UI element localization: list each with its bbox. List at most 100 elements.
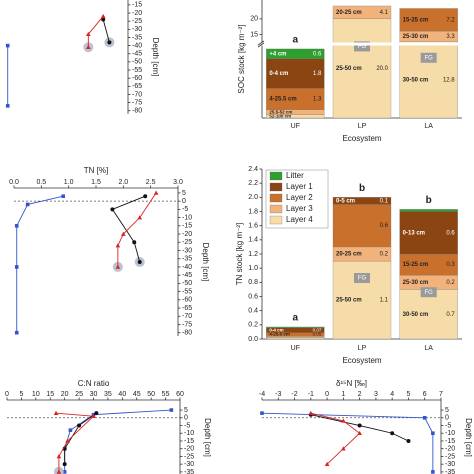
y-tick-label: -80 bbox=[182, 330, 192, 337]
x-tick-label: LP bbox=[358, 345, 367, 352]
segment-label: 15-25 cm bbox=[403, 17, 429, 23]
legend-swatch bbox=[269, 171, 283, 181]
segment-label: 25.5-52 cm bbox=[269, 109, 292, 114]
x-tick-label: 0 bbox=[325, 391, 329, 398]
y-tick-label: -30 bbox=[445, 461, 455, 468]
marker bbox=[153, 190, 159, 195]
bar-segment bbox=[399, 289, 458, 340]
x-tick-label: 35 bbox=[104, 391, 112, 398]
segment-value: 12.8 bbox=[443, 77, 455, 83]
marker bbox=[14, 330, 19, 335]
y-tick-label: -40 bbox=[132, 42, 142, 49]
x-tick-label: 0.5 bbox=[36, 179, 46, 186]
segment-label: 20-25 cm bbox=[336, 10, 362, 16]
bar-segment bbox=[266, 48, 325, 59]
y-tick-label: -15 bbox=[132, 2, 142, 9]
segment-label: 20-25 cm bbox=[336, 252, 362, 258]
x-tick-label: 1.0 bbox=[64, 179, 74, 186]
bar-segment bbox=[332, 204, 392, 248]
y-tick-label: -25 bbox=[182, 239, 192, 246]
segment-value: 0.6 bbox=[313, 51, 322, 57]
marker bbox=[62, 462, 67, 467]
segment-value: 1.3 bbox=[313, 97, 322, 103]
x-tick-label: 5 bbox=[19, 391, 23, 398]
x-tick-label: 7 bbox=[439, 391, 443, 398]
profile-line bbox=[55, 412, 95, 472]
x-tick-label: -1 bbox=[308, 391, 314, 398]
marker bbox=[5, 43, 10, 48]
legend-swatch bbox=[269, 182, 283, 192]
marker bbox=[101, 17, 106, 22]
segment-value: 1.1 bbox=[380, 298, 389, 304]
profile-line bbox=[102, 19, 110, 43]
profile-line bbox=[310, 414, 409, 442]
x-tick-label: 45 bbox=[133, 391, 141, 398]
segment-label: 25-30 cm bbox=[403, 34, 429, 40]
marker bbox=[169, 408, 174, 412]
segment-value: 0.6 bbox=[446, 230, 455, 236]
bar-segment bbox=[399, 8, 458, 32]
x-tick-label: 0 bbox=[5, 391, 9, 398]
y-tick-label: -60 bbox=[132, 75, 142, 82]
bar-segment bbox=[399, 209, 458, 212]
y-tick-label: -25 bbox=[184, 453, 194, 460]
y-tick-label: -5 bbox=[445, 422, 451, 429]
marker bbox=[390, 431, 395, 436]
marker bbox=[341, 446, 346, 451]
marker bbox=[107, 40, 112, 45]
legend-label: Layer 4 bbox=[286, 215, 313, 224]
y-tick-label: 0.4 bbox=[248, 308, 258, 315]
x-tick-label: 15 bbox=[46, 391, 54, 398]
y-tick-label: 1.8 bbox=[248, 208, 258, 215]
segment-label: 0-5 cm bbox=[336, 198, 355, 204]
marker bbox=[115, 264, 121, 269]
y-tick-label: -10 bbox=[184, 430, 194, 437]
marker bbox=[110, 207, 115, 212]
segment-value: 0.3 bbox=[446, 262, 455, 268]
significance-letter: b bbox=[359, 183, 365, 194]
y-tick-label: 1.6 bbox=[248, 223, 258, 230]
y-tick-label: 0.0 bbox=[248, 336, 258, 343]
y-tick-label: -15 bbox=[184, 438, 194, 445]
marker bbox=[137, 215, 143, 220]
fg-label: FG bbox=[424, 290, 433, 296]
bar-segment bbox=[266, 337, 325, 340]
significance-letter: b bbox=[426, 195, 432, 206]
y-tick-label: -35 bbox=[132, 34, 142, 41]
marker bbox=[431, 470, 435, 474]
segment-value: 0.05 bbox=[313, 332, 322, 337]
y-tick-label: -45 bbox=[132, 51, 142, 58]
marker bbox=[14, 224, 19, 228]
fg-box bbox=[354, 41, 370, 52]
marker bbox=[91, 413, 96, 419]
x-tick-label: 6 bbox=[423, 391, 427, 398]
marker bbox=[61, 194, 65, 199]
y-tick-label: 5 bbox=[182, 190, 186, 197]
profile-line bbox=[310, 412, 361, 465]
y-tick-label: -30 bbox=[184, 461, 194, 468]
marker bbox=[100, 13, 106, 19]
bar-segment bbox=[332, 5, 392, 20]
segment-value: 0.7 bbox=[446, 312, 455, 318]
y-tick-label: -30 bbox=[132, 26, 142, 33]
y-tick-label: -25 bbox=[132, 18, 142, 25]
marker bbox=[65, 438, 70, 443]
marker bbox=[132, 240, 137, 245]
fg-box bbox=[420, 52, 437, 63]
segment-value: 0.6 bbox=[380, 223, 389, 229]
y-tick-label: 0 bbox=[182, 198, 186, 205]
x-axis-title: TN [%] bbox=[84, 166, 108, 175]
y-axis-title: Depth [cm] bbox=[464, 418, 473, 457]
x-tick-label: 1.5 bbox=[91, 179, 101, 186]
marker bbox=[62, 470, 67, 474]
x-tick-label: 3 bbox=[374, 391, 378, 398]
fg-box bbox=[420, 287, 437, 298]
y-tick-label: -45 bbox=[182, 272, 192, 279]
legend-swatch bbox=[269, 215, 283, 225]
segment-label: 0-4 cm bbox=[269, 327, 283, 332]
segment-label: 4-25.5 cm bbox=[269, 97, 296, 103]
segment-label: 0-4 cm bbox=[269, 71, 288, 77]
bar-segment bbox=[266, 58, 325, 89]
profile-line bbox=[117, 192, 157, 267]
